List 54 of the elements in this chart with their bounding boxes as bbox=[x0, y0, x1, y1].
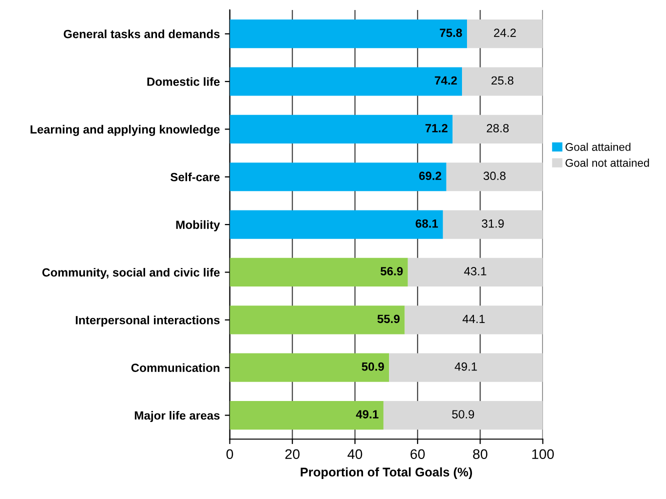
bar bbox=[230, 400, 384, 430]
bar bbox=[446, 162, 543, 192]
bar bbox=[467, 20, 543, 48]
legend-label: Goal attained bbox=[566, 142, 630, 151]
bar bbox=[230, 114, 453, 144]
y-tick-label: General tasks and demands bbox=[64, 30, 220, 38]
bar bbox=[230, 67, 462, 96]
x-tick-label: 60 bbox=[410, 449, 425, 460]
data-label: 44.1 bbox=[462, 314, 485, 323]
x-tick-label: 40 bbox=[348, 449, 362, 460]
data-label: 68.1 bbox=[416, 219, 438, 228]
x-tick-label: 100 bbox=[532, 449, 554, 460]
data-label: 71.2 bbox=[425, 124, 448, 132]
bar bbox=[230, 258, 408, 287]
bar bbox=[452, 114, 543, 144]
data-label: 56.9 bbox=[380, 267, 403, 276]
y-tick-label: Self-care bbox=[170, 172, 220, 182]
y-tick-label: Domestic life bbox=[147, 77, 220, 86]
bar bbox=[230, 162, 446, 192]
x-tick-label: 20 bbox=[285, 449, 300, 460]
bar bbox=[383, 400, 543, 430]
x-tick-label: 0 bbox=[226, 449, 234, 460]
data-label: 55.9 bbox=[377, 314, 400, 324]
bar bbox=[230, 306, 405, 334]
y-tick-label: Major life areas bbox=[134, 411, 220, 422]
bar bbox=[230, 210, 443, 239]
bar bbox=[404, 306, 543, 334]
bar bbox=[389, 353, 543, 382]
x-axis-title: Proportion of Total Goals (%) bbox=[300, 467, 472, 479]
data-label: 28.8 bbox=[486, 124, 509, 132]
bar bbox=[230, 20, 468, 48]
data-label: 30.8 bbox=[484, 172, 506, 180]
data-label: 31.9 bbox=[482, 219, 504, 228]
x-tick-label: 80 bbox=[473, 449, 488, 460]
y-tick-label: Communication bbox=[131, 363, 220, 372]
y-tick-label: Interpersonal interactions bbox=[76, 316, 220, 327]
bar bbox=[230, 353, 390, 382]
y-tick-label: Learning and applying knowledge bbox=[30, 124, 220, 136]
bar bbox=[462, 67, 543, 96]
data-label: 24.2 bbox=[494, 28, 516, 37]
legend-label: Goal not attained bbox=[566, 158, 649, 167]
data-label: 69.2 bbox=[419, 172, 442, 180]
y-tick-label: Community, social and civic life bbox=[42, 268, 220, 279]
data-label: 50.9 bbox=[362, 362, 384, 371]
data-label: 75.8 bbox=[440, 28, 462, 37]
bar bbox=[408, 258, 543, 287]
data-label: 50.9 bbox=[452, 410, 474, 418]
bar bbox=[442, 210, 543, 239]
data-label: 74.2 bbox=[434, 76, 457, 85]
data-label: 25.8 bbox=[492, 76, 514, 85]
data-label: 43.1 bbox=[464, 267, 486, 276]
data-label: 49.1 bbox=[454, 362, 477, 371]
data-label: 49.1 bbox=[356, 410, 378, 418]
y-tick-label: Mobility bbox=[176, 220, 220, 232]
